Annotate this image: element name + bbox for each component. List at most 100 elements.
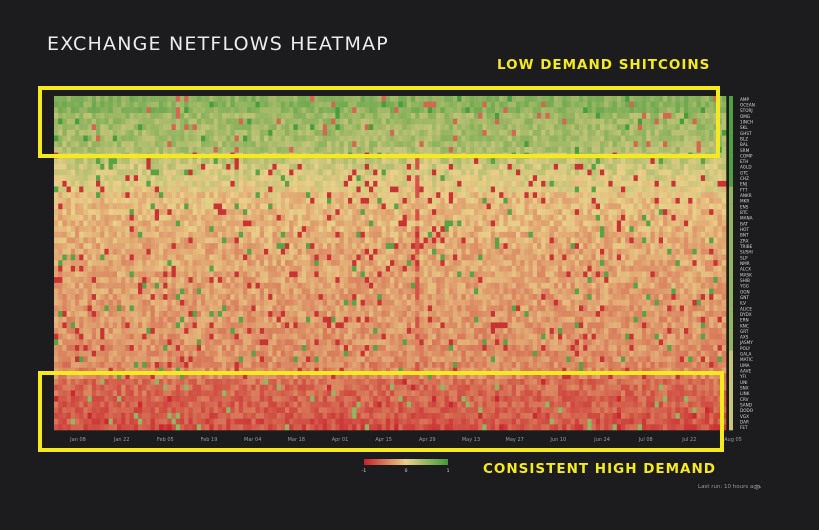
heatmap-cell bbox=[621, 192, 626, 199]
heatmap-cell bbox=[528, 107, 534, 114]
heatmap-cell bbox=[184, 260, 189, 267]
heatmap-cell bbox=[251, 169, 256, 176]
heatmap-cell bbox=[402, 124, 408, 131]
heatmap-cell bbox=[558, 146, 563, 153]
heatmap-cell bbox=[70, 254, 76, 261]
heatmap-cell bbox=[369, 243, 374, 250]
heatmap-cell bbox=[495, 169, 500, 176]
heatmap-cell bbox=[180, 141, 185, 148]
heatmap-cell bbox=[108, 112, 114, 119]
heatmap-cell bbox=[310, 231, 315, 238]
heatmap-cell bbox=[272, 197, 277, 204]
heatmap-cell bbox=[499, 209, 504, 216]
heatmap-cell bbox=[100, 254, 105, 261]
heatmap-cell bbox=[285, 243, 290, 250]
heatmap-cell bbox=[91, 265, 97, 272]
heatmap-cell bbox=[364, 248, 370, 255]
heatmap-cell bbox=[217, 129, 223, 136]
heatmap-cell bbox=[524, 169, 529, 176]
heatmap-cell bbox=[520, 141, 525, 148]
heatmap-cell bbox=[612, 243, 618, 250]
heatmap-cell bbox=[167, 163, 172, 170]
heatmap-cell bbox=[402, 163, 408, 170]
heatmap-cell bbox=[133, 96, 139, 102]
heatmap-cell bbox=[133, 107, 139, 114]
heatmap-cell bbox=[146, 226, 151, 233]
heatmap-cell bbox=[159, 158, 164, 165]
heatmap-cell bbox=[272, 226, 277, 233]
heatmap-cell bbox=[717, 226, 723, 233]
heatmap-cell bbox=[591, 237, 597, 244]
heatmap-cell bbox=[436, 226, 441, 233]
heatmap-cell bbox=[234, 226, 240, 233]
heatmap-cell bbox=[381, 231, 387, 238]
heatmap-cell bbox=[314, 209, 319, 216]
heatmap-cell bbox=[175, 158, 181, 165]
heatmap-cell bbox=[175, 203, 181, 210]
heatmap-cell bbox=[62, 135, 67, 142]
heatmap-cell bbox=[352, 146, 357, 153]
heatmap-cell bbox=[293, 231, 298, 238]
heatmap-cell bbox=[154, 96, 160, 102]
heatmap-cell bbox=[516, 163, 521, 170]
heatmap-cell bbox=[343, 209, 349, 216]
heatmap-cell bbox=[507, 197, 513, 204]
heatmap-cell bbox=[583, 124, 588, 131]
heatmap-cell bbox=[112, 175, 118, 182]
heatmap-cell bbox=[541, 163, 546, 170]
heatmap-cell bbox=[713, 175, 718, 182]
heatmap-cell bbox=[79, 243, 84, 250]
heatmap-cell bbox=[356, 248, 361, 255]
heatmap-cell bbox=[583, 129, 588, 136]
heatmap-cell bbox=[705, 158, 710, 165]
heatmap-cell bbox=[537, 243, 542, 250]
heatmap-cell bbox=[327, 197, 332, 204]
heatmap-cell bbox=[520, 226, 525, 233]
heatmap-cell bbox=[280, 118, 286, 125]
heatmap-cell bbox=[700, 163, 706, 170]
heatmap-cell bbox=[541, 226, 546, 233]
heatmap-cell bbox=[180, 96, 185, 102]
heatmap-cell bbox=[289, 209, 294, 216]
heatmap-cell bbox=[675, 124, 681, 131]
heatmap-cell bbox=[465, 203, 471, 210]
heatmap-cell bbox=[398, 112, 403, 119]
heatmap-cell bbox=[495, 175, 500, 182]
heatmap-cell bbox=[448, 163, 454, 170]
heatmap-cell bbox=[474, 141, 479, 148]
heatmap-cell bbox=[562, 175, 567, 182]
heatmap-cell bbox=[264, 248, 269, 255]
heatmap-cell bbox=[444, 192, 450, 199]
heatmap-cell bbox=[301, 96, 307, 102]
heatmap-cell bbox=[591, 231, 597, 238]
heatmap-cell bbox=[217, 141, 223, 148]
heatmap-cell bbox=[465, 135, 471, 142]
heatmap-cell bbox=[709, 124, 714, 131]
heatmap-cell bbox=[54, 260, 59, 267]
heatmap-cell bbox=[621, 186, 626, 193]
heatmap-cell bbox=[717, 243, 723, 250]
heatmap-cell bbox=[566, 158, 571, 165]
heatmap-cell bbox=[436, 220, 441, 227]
heatmap-cell bbox=[465, 96, 471, 102]
heatmap-cell bbox=[222, 248, 227, 255]
heatmap-cell bbox=[331, 112, 336, 119]
heatmap-cell bbox=[369, 96, 374, 102]
heatmap-cell bbox=[343, 260, 349, 267]
heatmap-cell bbox=[675, 220, 681, 227]
heatmap-cell bbox=[259, 209, 265, 216]
heatmap-cell bbox=[642, 186, 647, 193]
heatmap-cell bbox=[583, 243, 588, 250]
heatmap-cell bbox=[562, 231, 567, 238]
heatmap-cell bbox=[79, 203, 84, 210]
heatmap-cell bbox=[322, 231, 328, 238]
heatmap-cell bbox=[171, 209, 177, 216]
heatmap-cell bbox=[297, 169, 303, 176]
heatmap-cell bbox=[289, 254, 294, 261]
heatmap-cell bbox=[322, 129, 328, 136]
heatmap-cell bbox=[112, 254, 118, 261]
heatmap-cell bbox=[125, 220, 130, 227]
heatmap-cell bbox=[331, 169, 336, 176]
heatmap-cell bbox=[352, 158, 357, 165]
heatmap-cell bbox=[537, 96, 542, 102]
